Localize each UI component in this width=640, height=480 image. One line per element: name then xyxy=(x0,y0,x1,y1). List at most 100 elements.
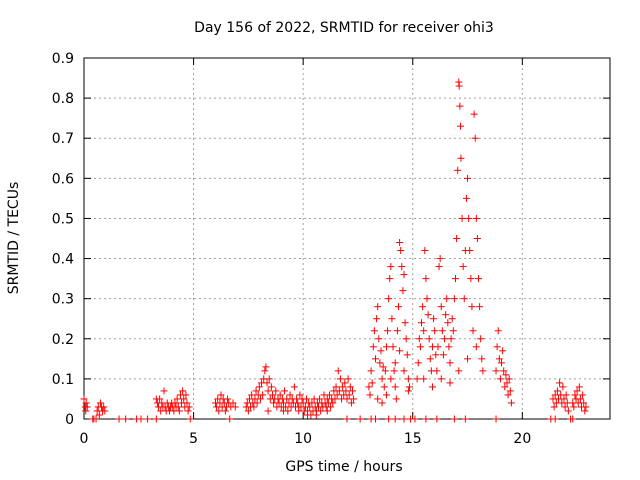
data-point xyxy=(500,367,508,375)
data-point xyxy=(382,343,390,351)
data-point xyxy=(329,399,337,407)
data-point xyxy=(413,375,421,383)
data-point xyxy=(438,327,446,335)
data-points xyxy=(80,78,590,423)
data-point xyxy=(389,343,397,351)
data-point xyxy=(499,347,507,355)
data-point xyxy=(493,343,501,351)
data-point xyxy=(366,391,374,399)
data-point xyxy=(259,391,267,399)
data-point xyxy=(405,383,413,391)
chart-title: Day 156 of 2022, SRMTID for receiver ohi… xyxy=(194,20,494,36)
data-point xyxy=(264,387,272,395)
data-point xyxy=(375,335,383,343)
x-tick-label: 0 xyxy=(80,431,89,447)
data-point xyxy=(276,391,284,399)
data-point xyxy=(450,295,458,303)
data-point xyxy=(248,391,256,399)
data-point xyxy=(395,303,403,311)
data-point xyxy=(399,287,407,295)
data-point xyxy=(404,375,412,383)
data-point xyxy=(443,295,451,303)
data-point xyxy=(576,395,584,403)
data-point xyxy=(390,367,398,375)
data-point xyxy=(423,295,431,303)
data-point xyxy=(403,351,411,359)
data-point xyxy=(250,403,258,411)
data-point xyxy=(378,375,386,383)
data-point xyxy=(229,399,237,407)
data-point xyxy=(553,387,561,395)
data-point xyxy=(334,367,342,375)
data-point xyxy=(454,166,462,174)
data-point xyxy=(424,311,432,319)
data-point xyxy=(180,395,188,403)
data-point xyxy=(467,275,475,283)
y-axis-label: SRMTID / TECUs xyxy=(6,182,22,295)
data-point xyxy=(579,391,587,399)
data-point xyxy=(437,303,445,311)
data-point xyxy=(333,391,341,399)
x-tick-label: 20 xyxy=(513,431,531,447)
data-point xyxy=(455,367,463,375)
data-point xyxy=(439,351,447,359)
data-point xyxy=(281,387,289,395)
data-point xyxy=(391,415,399,423)
data-point xyxy=(455,82,463,90)
data-point xyxy=(348,387,356,395)
data-point xyxy=(475,275,482,283)
data-point xyxy=(571,391,579,399)
data-point xyxy=(264,407,272,415)
data-point xyxy=(501,383,509,391)
data-point xyxy=(336,375,344,383)
data-point xyxy=(115,415,123,423)
y-tick-label: 0.3 xyxy=(52,292,74,308)
data-point xyxy=(391,383,399,391)
data-point xyxy=(447,335,455,343)
data-point xyxy=(221,407,229,415)
data-point xyxy=(400,415,408,423)
data-point xyxy=(339,383,347,391)
data-point xyxy=(369,343,377,351)
data-point xyxy=(473,235,481,242)
data-point xyxy=(224,395,232,403)
data-point xyxy=(425,335,433,343)
data-point xyxy=(174,403,182,411)
data-point xyxy=(331,395,339,403)
data-point xyxy=(182,391,190,399)
data-point xyxy=(456,102,464,110)
data-point xyxy=(100,403,108,411)
data-point xyxy=(426,355,434,363)
data-point xyxy=(414,359,422,367)
y-tick-label: 0 xyxy=(65,412,74,428)
x-tick-label: 10 xyxy=(294,431,312,447)
data-point xyxy=(173,395,181,403)
data-point xyxy=(460,295,468,303)
data-point xyxy=(402,335,410,343)
data-point xyxy=(345,391,353,399)
data-point xyxy=(457,122,465,130)
data-point xyxy=(451,275,459,283)
data-point xyxy=(231,403,239,411)
data-point xyxy=(217,391,225,399)
axis-ticks: 0 0.1 0.2 0.3 0.4 0.5 0.6 0.7 0.8 0.9 0 5 10 15 20 xyxy=(52,51,610,447)
data-point xyxy=(492,367,500,375)
data-point xyxy=(575,383,583,391)
data-point xyxy=(384,327,392,335)
data-point xyxy=(388,315,396,323)
data-point xyxy=(137,415,145,423)
data-point xyxy=(184,407,192,415)
x-tick-label: 5 xyxy=(189,431,198,447)
data-point xyxy=(420,327,428,335)
data-point xyxy=(350,395,358,403)
data-point xyxy=(323,407,331,415)
data-point xyxy=(472,343,480,351)
y-tick-label: 0.2 xyxy=(52,332,74,348)
data-point xyxy=(356,415,364,423)
plot-frame xyxy=(83,57,611,420)
data-point xyxy=(371,415,379,423)
data-point xyxy=(252,387,260,395)
data-point xyxy=(344,375,352,383)
y-tick-label: 0.9 xyxy=(52,51,74,67)
data-point xyxy=(268,391,276,399)
